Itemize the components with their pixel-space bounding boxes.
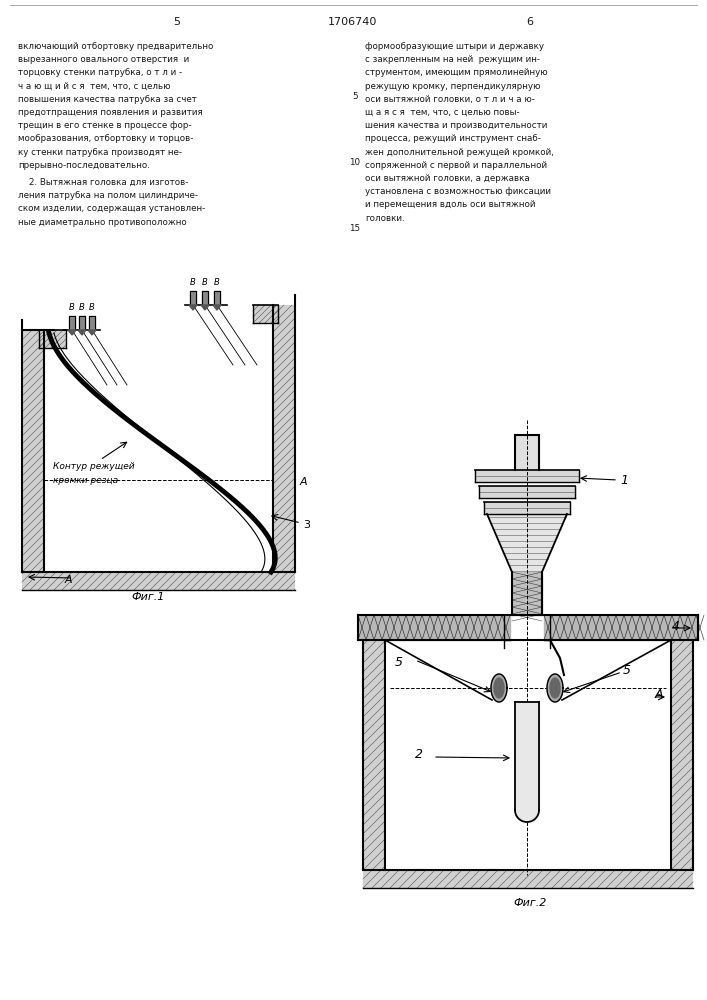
Text: установлена с возможностью фиксации: установлена с возможностью фиксации bbox=[365, 187, 551, 196]
Polygon shape bbox=[78, 330, 86, 335]
Bar bbox=[39, 330, 66, 348]
Bar bbox=[671, 640, 693, 870]
Text: 2: 2 bbox=[415, 748, 423, 762]
Text: 6: 6 bbox=[527, 17, 534, 27]
Text: формообразующие штыри и державку: формообразующие штыри и державку bbox=[365, 42, 544, 51]
Polygon shape bbox=[512, 572, 542, 615]
Polygon shape bbox=[189, 305, 197, 310]
Text: 5: 5 bbox=[352, 92, 358, 101]
Text: с закрепленным на ней  режущим ин-: с закрепленным на ней режущим ин- bbox=[365, 55, 540, 64]
Text: Фиг.2: Фиг.2 bbox=[513, 898, 547, 908]
Polygon shape bbox=[89, 316, 95, 330]
Text: B: B bbox=[79, 303, 85, 312]
Polygon shape bbox=[202, 291, 208, 305]
Text: и перемещения вдоль оси вытяжной: и перемещения вдоль оси вытяжной bbox=[365, 200, 535, 209]
Text: 5: 5 bbox=[623, 664, 631, 676]
Text: включающий отбортовку предварительно: включающий отбортовку предварительно bbox=[18, 42, 214, 51]
Text: процесса, режущий инструмент снаб-: процесса, режущий инструмент снаб- bbox=[365, 134, 541, 143]
Text: ку стенки патрубка производят не-: ку стенки патрубка производят не- bbox=[18, 148, 182, 157]
Text: предотпращения появления и развития: предотпращения появления и развития bbox=[18, 108, 203, 117]
Text: кромки резца: кромки резца bbox=[53, 476, 118, 485]
Text: прерывно-последовательно.: прерывно-последовательно. bbox=[18, 161, 150, 170]
Text: 4: 4 bbox=[672, 619, 680, 633]
Text: сопряженной с первой и параллельной: сопряженной с первой и параллельной bbox=[365, 161, 547, 170]
Text: оси вытяжной головки, а державка: оси вытяжной головки, а державка bbox=[365, 174, 530, 183]
Polygon shape bbox=[547, 674, 563, 702]
Text: мообразования, отбортовку и торцов-: мообразования, отбортовку и торцов- bbox=[18, 134, 194, 143]
Polygon shape bbox=[484, 502, 570, 514]
Text: 5: 5 bbox=[395, 656, 403, 668]
Text: щ а я с я  тем, что, с целью повы-: щ а я с я тем, что, с целью повы- bbox=[365, 108, 520, 117]
Polygon shape bbox=[515, 435, 539, 470]
Bar bbox=[253, 305, 278, 323]
Polygon shape bbox=[475, 470, 579, 482]
Polygon shape bbox=[479, 486, 575, 498]
Text: головки.: головки. bbox=[365, 214, 404, 223]
Text: B: B bbox=[89, 303, 95, 312]
Polygon shape bbox=[79, 316, 85, 330]
Text: A: A bbox=[64, 575, 72, 585]
Text: ные диаметрально противоположно: ные диаметрально противоположно bbox=[18, 218, 187, 227]
Text: торцовку стенки патрубка, о т л и -: торцовку стенки патрубка, о т л и - bbox=[18, 68, 182, 77]
Polygon shape bbox=[487, 514, 567, 572]
Bar bbox=[22, 330, 44, 572]
Polygon shape bbox=[358, 615, 510, 640]
Text: A: A bbox=[300, 477, 308, 487]
Polygon shape bbox=[201, 305, 209, 310]
Text: 3: 3 bbox=[303, 520, 310, 530]
Text: трещин в его стенке в процессе фор-: трещин в его стенке в процессе фор- bbox=[18, 121, 192, 130]
Text: ч а ю щ и й с я  тем, что, с целью: ч а ю щ и й с я тем, что, с целью bbox=[18, 82, 170, 91]
Text: 1: 1 bbox=[620, 474, 628, 487]
Text: струментом, имеющим прямолинейную: струментом, имеющим прямолинейную bbox=[365, 68, 548, 77]
Text: 10: 10 bbox=[349, 158, 361, 167]
Text: оси вытяжной головки, о т л и ч а ю-: оси вытяжной головки, о т л и ч а ю- bbox=[365, 95, 535, 104]
Bar bbox=[363, 870, 693, 888]
Text: B: B bbox=[202, 278, 208, 287]
Polygon shape bbox=[68, 330, 76, 335]
Polygon shape bbox=[491, 674, 507, 702]
Bar bbox=[22, 572, 295, 590]
Text: 1706740: 1706740 bbox=[328, 17, 378, 27]
Text: B: B bbox=[214, 278, 220, 287]
Text: жен дополнительной режущей кромкой,: жен дополнительной режущей кромкой, bbox=[365, 148, 554, 157]
Polygon shape bbox=[494, 678, 504, 698]
Text: A: A bbox=[655, 688, 663, 702]
Polygon shape bbox=[550, 678, 560, 698]
Polygon shape bbox=[214, 291, 220, 305]
Text: шения качества и производительности: шения качества и производительности bbox=[365, 121, 547, 130]
Text: B: B bbox=[190, 278, 196, 287]
Bar bbox=[273, 305, 295, 572]
Text: B: B bbox=[69, 303, 75, 312]
Text: Контур режущей: Контур режущей bbox=[53, 462, 134, 471]
Text: ления патрубка на полом цилиндриче-: ления патрубка на полом цилиндриче- bbox=[18, 191, 198, 200]
Text: 5: 5 bbox=[173, 17, 180, 27]
Text: ском изделии, содержащая установлен-: ском изделии, содержащая установлен- bbox=[18, 204, 205, 213]
Text: вырезанного овального отверстия  и: вырезанного овального отверстия и bbox=[18, 55, 189, 64]
Polygon shape bbox=[190, 291, 196, 305]
Text: повышения качества патрубка за счет: повышения качества патрубка за счет bbox=[18, 95, 197, 104]
Polygon shape bbox=[515, 810, 539, 822]
Text: Фиг.1: Фиг.1 bbox=[132, 592, 165, 602]
Bar bbox=[363, 640, 385, 870]
Text: режущую кромку, перпендикулярную: режущую кромку, перпендикулярную bbox=[365, 82, 540, 91]
Text: 15: 15 bbox=[349, 224, 361, 233]
Polygon shape bbox=[213, 305, 221, 310]
Polygon shape bbox=[515, 702, 539, 810]
Text: 2. Вытяжная головка для изготов-: 2. Вытяжная головка для изготов- bbox=[18, 178, 188, 187]
Polygon shape bbox=[69, 316, 75, 330]
Polygon shape bbox=[88, 330, 96, 335]
Polygon shape bbox=[544, 615, 698, 640]
